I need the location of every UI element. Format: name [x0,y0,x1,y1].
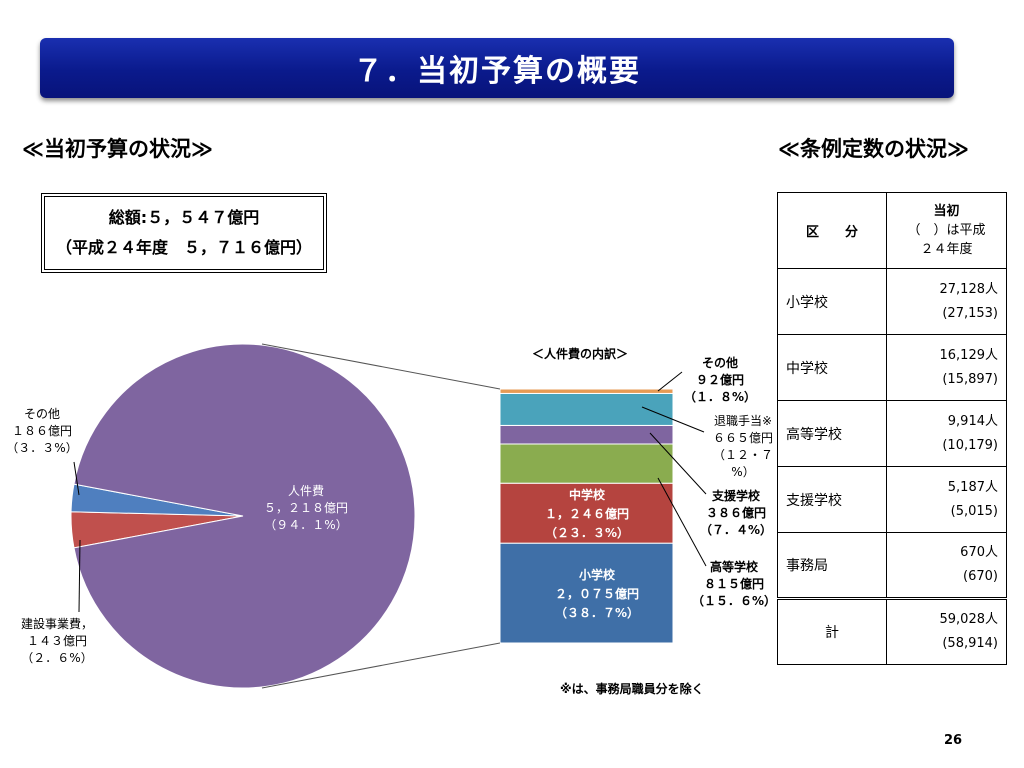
current-count: 16,129人 [939,347,999,363]
bar-label-high: 高等学校 [710,559,759,574]
table-row: 中学校 16,129人 (15,897) [777,334,1007,401]
current-count: 27,128人 [939,281,999,297]
bar-label-support: 支援学校 [711,488,761,503]
bar-label-support: ３８６億円 [706,505,766,520]
pie-leader-line [73,461,80,496]
row-values: 27,128人 (27,153) [886,268,1007,335]
bar-segment-支援学校 [499,424,674,445]
staff-quota-heading: ≪条例定数の状況≫ [778,137,969,161]
table-row: 高等学校 9,914人 (10,179) [777,400,1007,467]
pie-label-construction: （２．６%） [21,651,92,665]
pie-label-personnel: ５，２１８億円 [264,501,348,515]
bar-leader-line [657,477,707,567]
total-budget-line: 総額:５，５４７億円 [108,208,260,227]
connector-line [261,642,501,689]
bar-label-elementary: （３８．７%） [555,605,639,620]
bar-label-retirement: （１２・７ [713,448,773,462]
pie-label-other: その他 [24,407,60,421]
bar-label-high: （１５．６%） [692,593,776,608]
previous-count: (27,153) [942,305,998,321]
bar-label-other: ９２億円 [696,372,744,387]
bar-label-elementary: 小学校 [579,567,616,582]
row-values: 16,129人 (15,897) [886,334,1007,401]
bar-label-middle: 中学校 [569,487,606,502]
bar-segment-中学校 [499,482,674,544]
pie-label-personnel: （９４．１%） [264,518,347,532]
row-label: 小学校 [777,268,887,335]
bar-leader-line [641,406,705,433]
bar-label-retirement: 退職手当※ [714,414,772,428]
bar-label-middle: １，２４６億円 [545,506,629,521]
row-label: 支援学校 [777,466,887,533]
previous-count: (10,179) [942,437,998,453]
previous-budget-line: （平成２４年度 ５，７１６億円） [55,238,312,257]
bar-segment-その他 [499,388,674,394]
page-title: ７．当初予算の概要 [40,38,954,98]
pie-label-construction: 建設事業費， [21,616,93,631]
row-values: 5,187人 (5,015) [886,466,1007,533]
bar-label-other: （１．８%） [684,389,756,404]
count-header-line: 当初 [933,204,960,219]
bar-segment-退職手当※ [499,392,674,426]
previous-count: (670) [963,569,998,584]
count-header-line: ２４年度 [920,242,973,257]
bar-label-elementary: ２，０７５億円 [555,586,639,601]
table-row: 支援学校 5,187人 (5,015) [777,466,1007,533]
row-values: 59,028人 (58,914) [886,597,1007,665]
row-label: 事務局 [777,532,887,599]
bar-segment-高等学校 [499,443,674,484]
pie-leader-line [78,539,81,613]
pie-slice-人件費 [73,343,416,689]
row-label: 高等学校 [777,400,887,467]
table-row: 小学校 27,128人 (27,153) [777,268,1007,335]
connector-line [261,343,501,390]
row-values: 670人 (670) [886,532,1007,599]
table-total-row: 計 59,028人 (58,914) [777,597,1007,665]
bar-label-other: その他 [702,355,738,370]
bar-label-retirement: ６６５億円 [713,431,773,445]
pie-label-other: （３．３%） [6,441,77,455]
pie-label-other: １８６億円 [12,424,72,438]
page-number: 26 [944,733,963,748]
table-row: 事務局 670人 (670) [777,532,1007,599]
bar-leader-line [649,432,707,495]
budget-status-heading: ≪当初予算の状況≫ [22,137,213,161]
pie-label-personnel: 人件費 [288,483,324,498]
previous-count: (15,897) [942,371,998,387]
row-label: 中学校 [777,334,887,401]
breakdown-title: ＜人件費の内訳＞ [532,346,628,361]
count-header-line: （ ）は平成 [907,223,986,238]
current-count: 59,028人 [939,612,999,627]
pie-label-construction: １４３億円 [27,634,87,648]
current-count: 9,914人 [947,413,998,429]
count-header: 当初 （ ）は平成 ２４年度 [886,192,1007,269]
previous-count: (58,914) [942,636,998,651]
current-count: 670人 [960,545,998,560]
bar-leader-line [657,371,683,392]
total-budget-box: 総額:５，５４７億円 （平成２４年度 ５，７１６億円） [41,193,327,273]
bar-label-support: （７．４%） [700,522,772,537]
division-header: 区 分 [777,192,887,269]
previous-count: (5,015) [950,503,998,519]
bar-label-retirement: %） [731,465,754,479]
footnote: ※は、事務局職員分を除く [560,682,704,696]
row-values: 9,914人 (10,179) [886,400,1007,467]
bar-label-middle: （２３．３%） [545,525,629,540]
current-count: 5,187人 [947,479,998,495]
bar-label-high: ８１５億円 [704,576,764,591]
staff-quota-table: 区 分 当初 （ ）は平成 ２４年度 小学校 27,128人 (27,153) 中… [777,192,1007,665]
row-label: 計 [777,597,887,665]
table-header-row: 区 分 当初 （ ）は平成 ２４年度 [777,192,1007,269]
